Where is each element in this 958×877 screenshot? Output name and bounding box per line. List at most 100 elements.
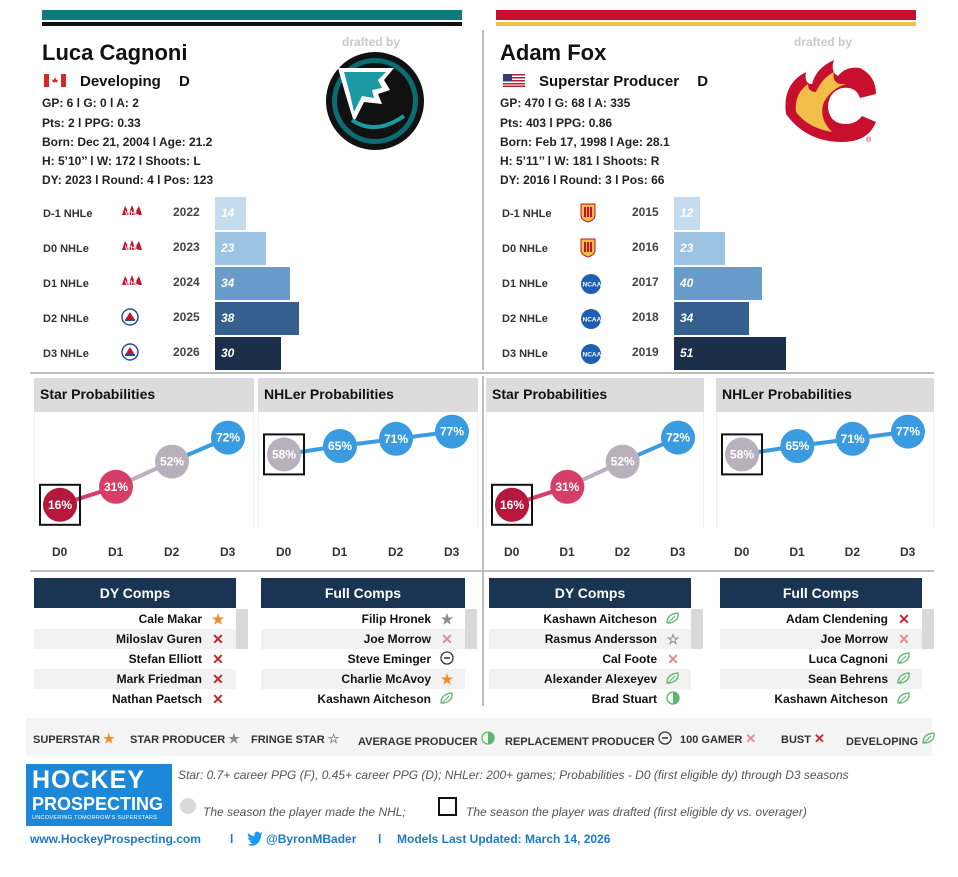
- right-dy-comps-header: DY Comps: [489, 578, 691, 608]
- season-year: 2017: [632, 275, 659, 289]
- left-team-stripe-2: [42, 22, 462, 26]
- season-label: D0 NHLe: [43, 243, 89, 255]
- left-full-comps-scrollbar[interactable]: [465, 609, 477, 649]
- comp-row[interactable]: Luca Cagnoni: [720, 649, 922, 669]
- legend-label: FRINGE STAR: [251, 734, 325, 746]
- footer-note-drafted: The season the player was drafted (first…: [466, 805, 807, 819]
- comp-row[interactable]: Mark Friedman ✕: [34, 669, 236, 689]
- right-nhler-line-chart: 58% 65% 71% 77%: [721, 414, 925, 476]
- comp-player-name: Charlie McAvoy: [341, 672, 431, 686]
- left-stat-line-4: H: 5’10’’ l W: 172 l Shoots: L: [42, 154, 201, 168]
- section-separator-mid: [30, 570, 934, 572]
- nhle-bar: 38: [215, 302, 299, 335]
- comp-player-name: Brad Stuart: [591, 692, 657, 706]
- legend-bar: [26, 718, 932, 756]
- fringe-star-icon: ☆: [666, 631, 680, 647]
- footer-separator-1: l: [230, 832, 234, 846]
- probability-point: [43, 487, 77, 522]
- logo-line-2: PROSPECTING: [32, 794, 164, 814]
- season-year: 2025: [173, 310, 200, 324]
- comp-row[interactable]: Miloslav Guren ✕: [34, 629, 236, 649]
- season-label: D1 NHLe: [502, 278, 548, 290]
- legend-label: 100 GAMER: [680, 734, 743, 746]
- comp-row[interactable]: Brad Stuart: [489, 689, 691, 709]
- developing-icon: [439, 691, 455, 707]
- right-player-name: Adam Fox: [500, 40, 607, 65]
- footer-separator-2: l: [378, 832, 382, 846]
- left-dy-comps-scrollbar[interactable]: [236, 609, 248, 649]
- x-axis-label: D3: [444, 545, 460, 559]
- right-dy-comps-scrollbar[interactable]: [691, 609, 703, 649]
- fringe-star-icon: ☆: [327, 731, 340, 746]
- comp-player-name: Mark Friedman: [116, 672, 202, 686]
- 100-gamer-icon: ✕: [745, 731, 757, 746]
- left-stat-line-2: Pts: 2 l PPG: 0.33: [42, 116, 141, 130]
- probability-point: [780, 429, 815, 463]
- comp-row[interactable]: Kashawn Aitcheson: [720, 689, 922, 709]
- nhle-bar: 34: [674, 302, 749, 335]
- svg-text:NCAA: NCAA: [583, 317, 602, 324]
- canada-flag-icon: [44, 74, 66, 87]
- comp-row[interactable]: Charlie McAvoy ★: [261, 669, 465, 689]
- 100-gamer-icon: ✕: [898, 631, 910, 647]
- x-axis-label: D1: [789, 545, 805, 559]
- comp-row[interactable]: Adam Clendening ✕: [720, 609, 922, 629]
- logo-line-1: HOCKEY: [32, 766, 145, 794]
- comp-row[interactable]: Kashawn Aitcheson: [489, 609, 691, 629]
- left-team-stripe: [42, 10, 462, 20]
- right-star-title: Star Probabilities: [486, 378, 704, 412]
- comp-player-name: Cale Makar: [138, 612, 202, 626]
- twitter-handle-link[interactable]: @ByronMBader: [266, 832, 357, 846]
- comp-row[interactable]: Nathan Paetsch ✕: [34, 689, 236, 709]
- probability-value-label: 52%: [160, 455, 184, 469]
- nhle-bar: 51: [674, 337, 786, 370]
- right-full-comps-scrollbar[interactable]: [922, 609, 934, 649]
- average-producer-icon: [665, 691, 681, 707]
- season-label: D-1 NHLe: [43, 208, 93, 220]
- x-axis-label: D0: [504, 545, 520, 559]
- twitter-icon: [246, 830, 264, 846]
- probability-value-label: 71%: [384, 432, 408, 446]
- comp-row[interactable]: Kashawn Aitcheson: [261, 689, 465, 709]
- probability-point: [891, 414, 925, 449]
- nhle-bar: 23: [674, 232, 725, 265]
- left-player-name: Luca Cagnoni: [42, 40, 188, 65]
- probability-point: [435, 414, 469, 449]
- comp-row[interactable]: Joe Morrow ✕: [261, 629, 465, 649]
- website-link[interactable]: www.HockeyProspecting.com: [30, 832, 201, 846]
- hockey-prospecting-logo: HOCKEY PROSPECTING UNCOVERING TOMORROW'S…: [26, 764, 172, 826]
- bust-icon: ✕: [212, 691, 224, 707]
- comp-row[interactable]: Alexander Alexeyev: [489, 669, 691, 689]
- usa-flag-icon: [503, 74, 525, 87]
- comp-row[interactable]: Rasmus Andersson ☆: [489, 629, 691, 649]
- nhle-bar: 30: [215, 337, 281, 370]
- comp-row[interactable]: Steve Eminger: [261, 649, 465, 669]
- comp-row[interactable]: Joe Morrow ✕: [720, 629, 922, 649]
- legend-item: SUPERSTAR ★: [33, 731, 115, 747]
- legend-label: SUPERSTAR: [33, 734, 101, 746]
- comp-row[interactable]: Cal Foote ✕: [489, 649, 691, 669]
- right-stat-line-1: GP: 470 l G: 68 l A: 335: [500, 96, 631, 110]
- drafted-season-box: [491, 483, 533, 526]
- x-axis-label: D2: [388, 545, 404, 559]
- probability-value-label: 65%: [328, 439, 352, 453]
- x-axis-label: D3: [900, 545, 916, 559]
- right-status-text: Superstar Producer: [539, 73, 680, 90]
- ncaa-league-icon: NCAA: [580, 273, 602, 295]
- logo-tagline: UNCOVERING TOMORROW'S SUPERSTARS: [32, 815, 158, 821]
- left-nhler-line-chart: 58% 65% 71% 77%: [263, 414, 469, 476]
- left-full-comps-header: Full Comps: [261, 578, 465, 608]
- comp-row[interactable]: Cale Makar ★: [34, 609, 236, 629]
- drafted-season-box: [39, 483, 81, 526]
- comp-row[interactable]: Stefan Elliott ✕: [34, 649, 236, 669]
- 100-gamer-icon: ✕: [441, 631, 453, 647]
- x-axis-label: D3: [220, 545, 236, 559]
- left-star-line-chart: 16% 31% 52% 72%: [39, 420, 245, 526]
- comp-row[interactable]: Filip Hronek ★: [261, 609, 465, 629]
- x-axis-label: D1: [559, 545, 575, 559]
- comp-player-name: Miloslav Guren: [115, 632, 202, 646]
- right-stat-line-4: H: 5’11’’ l W: 181 l Shoots: R: [500, 154, 660, 168]
- comp-row[interactable]: Sean Behrens: [720, 669, 922, 689]
- right-full-comps-header: Full Comps: [720, 578, 922, 608]
- bust-icon: ✕: [212, 651, 224, 667]
